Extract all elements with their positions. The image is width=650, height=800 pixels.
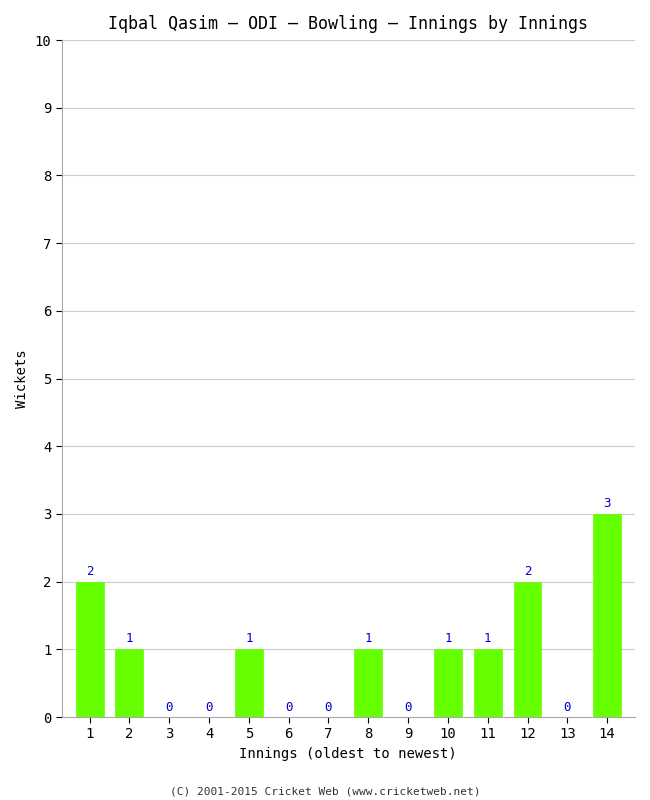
Text: 0: 0 <box>285 702 292 714</box>
Bar <box>75 582 103 717</box>
Text: 1: 1 <box>444 632 452 646</box>
Bar <box>514 582 541 717</box>
Text: 0: 0 <box>166 702 173 714</box>
Text: 1: 1 <box>245 632 253 646</box>
Bar <box>235 650 263 717</box>
Title: Iqbal Qasim – ODI – Bowling – Innings by Innings: Iqbal Qasim – ODI – Bowling – Innings by… <box>109 15 588 33</box>
Text: 3: 3 <box>603 497 611 510</box>
Y-axis label: Wickets: Wickets <box>15 350 29 408</box>
Text: 0: 0 <box>325 702 332 714</box>
Bar <box>116 650 144 717</box>
Text: 0: 0 <box>404 702 412 714</box>
Text: 2: 2 <box>524 565 531 578</box>
Bar <box>474 650 502 717</box>
Bar <box>593 514 621 717</box>
Bar <box>354 650 382 717</box>
Text: 0: 0 <box>564 702 571 714</box>
Text: 0: 0 <box>205 702 213 714</box>
Text: 1: 1 <box>484 632 491 646</box>
Text: (C) 2001-2015 Cricket Web (www.cricketweb.net): (C) 2001-2015 Cricket Web (www.cricketwe… <box>170 786 480 796</box>
Text: 2: 2 <box>86 565 94 578</box>
Text: 1: 1 <box>365 632 372 646</box>
Text: 1: 1 <box>125 632 133 646</box>
X-axis label: Innings (oldest to newest): Innings (oldest to newest) <box>239 747 457 761</box>
Bar <box>434 650 462 717</box>
